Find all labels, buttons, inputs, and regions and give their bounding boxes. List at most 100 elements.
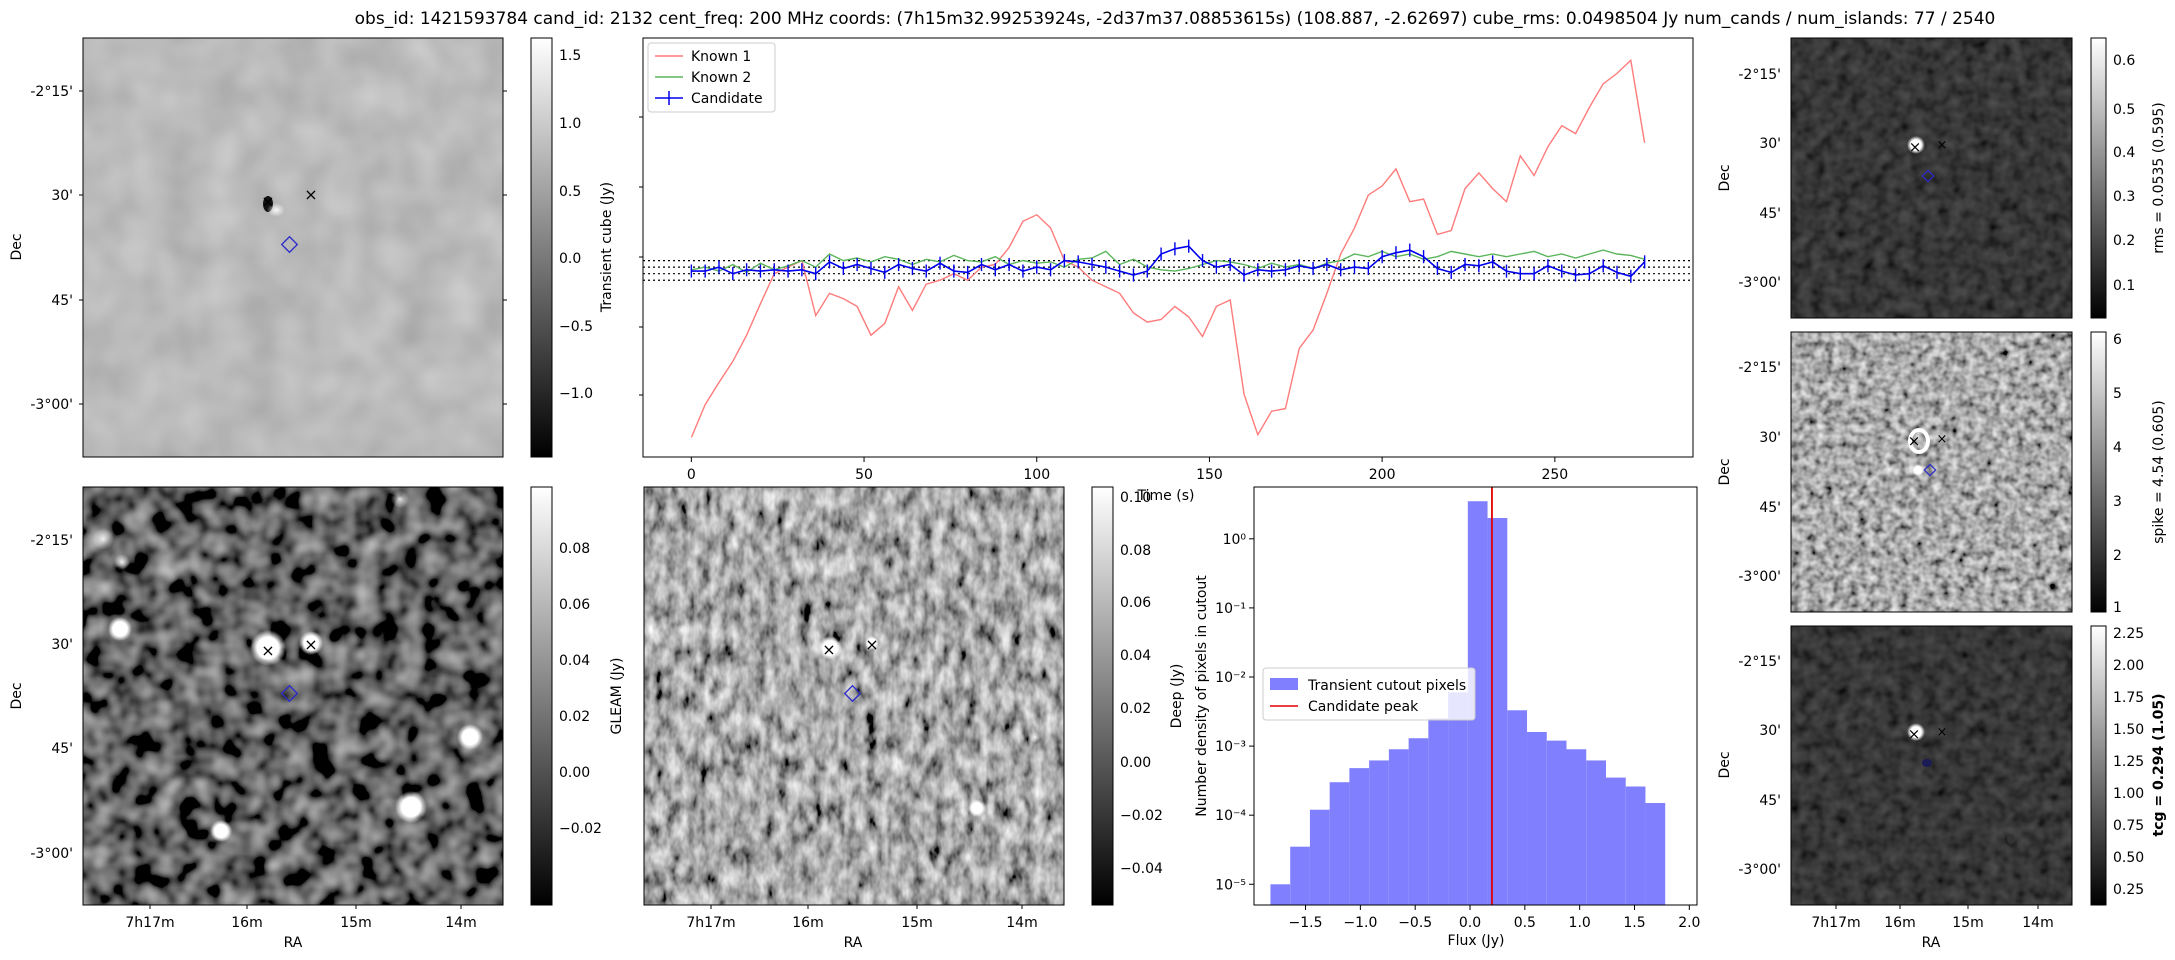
gleam-known-marker: × [304, 635, 317, 654]
transient-cube-colorbar-label: Transient cube (Jy) [599, 182, 615, 313]
histogram-legend-box [1262, 667, 1476, 721]
rms-map-colorbar [2090, 37, 2107, 319]
gleam-cbar-tick: 0.08 [559, 541, 590, 557]
rms-map-cbar-tick: 0.2 [2113, 233, 2135, 249]
gleam-ytick: 45' [51, 741, 73, 757]
gleam-xtick: 7h17m [125, 915, 174, 931]
histogram-bar [1309, 809, 1330, 905]
lightcurve-xtick: 150 [1196, 467, 1223, 483]
histogram-ytick: 10⁰ [1223, 532, 1247, 548]
tcg-map-known-marker: × [1937, 725, 1948, 740]
spike-map-cbar-tick: 3 [2113, 494, 2122, 510]
histogram-xtick: 0.0 [1459, 915, 1481, 931]
transient-cube-diamond-marker [280, 235, 299, 254]
lightcurve-xtick: 100 [1023, 467, 1050, 483]
gleam-ytick: -3°00' [30, 846, 73, 862]
histogram-bar [1546, 740, 1567, 905]
lightcurve-xtick: 50 [855, 467, 873, 483]
gleam-source [210, 820, 232, 842]
deep-image [644, 487, 1064, 905]
deep-frame [643, 486, 1065, 906]
histogram-bar [1487, 518, 1508, 905]
transient-cube-image [83, 38, 503, 457]
spike-map-candidate-marker: × [1908, 432, 1921, 450]
tcg-map-ytick: -3°00' [1738, 862, 1781, 878]
deep-colorbar [1091, 486, 1114, 906]
figure-title: obs_id: 1421593784 cand_id: 2132 cent_fr… [355, 9, 1996, 29]
lightcurve-xtick: 0 [687, 467, 696, 483]
transient-cube-colorbar [530, 37, 553, 458]
histogram-bar [1428, 718, 1449, 905]
histogram-bar [1625, 786, 1646, 905]
histogram-legend-patch [1270, 678, 1298, 690]
rms-map-cbar-tick: 0.4 [2113, 145, 2135, 161]
histogram-bar [1586, 760, 1606, 905]
gleam-source [457, 724, 483, 750]
histogram-legend-label-peak: Candidate peak [1308, 699, 1419, 715]
gleam-source [299, 631, 323, 655]
tcg-map-xtick: 16m [1884, 915, 1915, 931]
tcg-map-xtick: 7h17m [1811, 915, 1860, 931]
gleam-colorbar-label: GLEAM (Jy) [609, 658, 625, 735]
gleam-cbar-tick: 0.04 [559, 653, 590, 669]
tcg-map-frame [1790, 625, 2073, 906]
transient-cube-frame [82, 37, 504, 458]
tcg-map-cbar-tick: 1.75 [2113, 690, 2144, 706]
histogram-legend: Transient cutout pixels Candidate peak [1262, 667, 1476, 721]
deep-source [865, 636, 879, 650]
deep-xtick: 14m [1006, 915, 1037, 931]
spike-map-cbar-tick: 4 [2113, 440, 2122, 456]
rms-map-ytick: -2°15' [1738, 67, 1781, 83]
tcg-map-ylabel: Dec [1717, 751, 1733, 778]
deep-xtick: 15m [901, 915, 932, 931]
tcg-map-ytick: 45' [1759, 793, 1781, 809]
spike-map-ylabel: Dec [1717, 458, 1733, 485]
lightcurve-xlabel: Time (s) [1137, 488, 1195, 504]
lightcurve-legend-box [647, 42, 776, 113]
deep-diamond-marker [843, 684, 862, 703]
histogram-xlabel: Flux (Jy) [1448, 933, 1505, 949]
histogram-bar [1349, 768, 1370, 905]
transient-cube-ytick: 30' [51, 188, 73, 204]
gleam-cbar-tick: −0.02 [559, 821, 602, 837]
deep-cbar-tick: 0.04 [1120, 648, 1151, 664]
histogram-bar [1329, 782, 1350, 905]
histogram-xtick: 1.5 [1623, 915, 1645, 931]
transient-cube-cbar-tick: −0.5 [559, 319, 593, 335]
lightcurve-axes [642, 37, 1694, 458]
spike-map-ytick: 45' [1759, 500, 1781, 516]
gleam-candidate-marker: × [261, 641, 274, 660]
panel-tcg-map: × × Dec -2°15' 30' 45' -3°00' 7h17m 16m … [1717, 625, 2167, 951]
rms-map-diamond-marker [1921, 169, 1935, 183]
deep-cbar-tick: 0.00 [1120, 755, 1151, 771]
deep-known-marker: × [865, 635, 878, 654]
histogram-bar [1408, 738, 1429, 905]
rms-map-known-marker: × [1937, 138, 1948, 153]
rms-map-candidate-marker: × [1909, 138, 1922, 156]
tcg-map-cbar-tick: 1.50 [2113, 722, 2144, 738]
tcg-map-colorbar-label: tcg = 0.294 (1.05) [2151, 694, 2167, 837]
gleam-xtick: 14m [445, 915, 476, 931]
rms-map-colorbar-label: rms = 0.0535 (0.595) [2151, 102, 2167, 254]
lightcurve-xtick: 200 [1369, 467, 1396, 483]
deep-source [968, 799, 986, 817]
histogram-ytick: 10⁻⁴ [1215, 808, 1246, 824]
gleam-cbar-tick: 0.02 [559, 709, 590, 725]
gleam-ytick: -2°15' [30, 533, 73, 549]
tcg-map-image [1791, 626, 2072, 905]
spike-map-colorbar [2090, 331, 2107, 613]
tcg-map-faint-source [1922, 759, 1932, 767]
gleam-xtick: 15m [340, 915, 371, 931]
transient-cube-cbar-tick: −1.0 [559, 386, 593, 402]
histogram-bar [1290, 846, 1310, 905]
transient-cube-ytick: 45' [51, 293, 73, 309]
deep-xlabel: RA [844, 935, 863, 951]
tcg-map-xlabel: RA [1922, 935, 1941, 951]
deep-cbar-tick: −0.04 [1120, 861, 1163, 877]
deep-cbar-tick: 0.10 [1120, 490, 1151, 506]
rms-map-ytick: 30' [1759, 136, 1781, 152]
histogram-bar [1527, 731, 1547, 905]
gleam-source [391, 490, 409, 508]
tcg-map-faint-source [2007, 834, 2015, 844]
